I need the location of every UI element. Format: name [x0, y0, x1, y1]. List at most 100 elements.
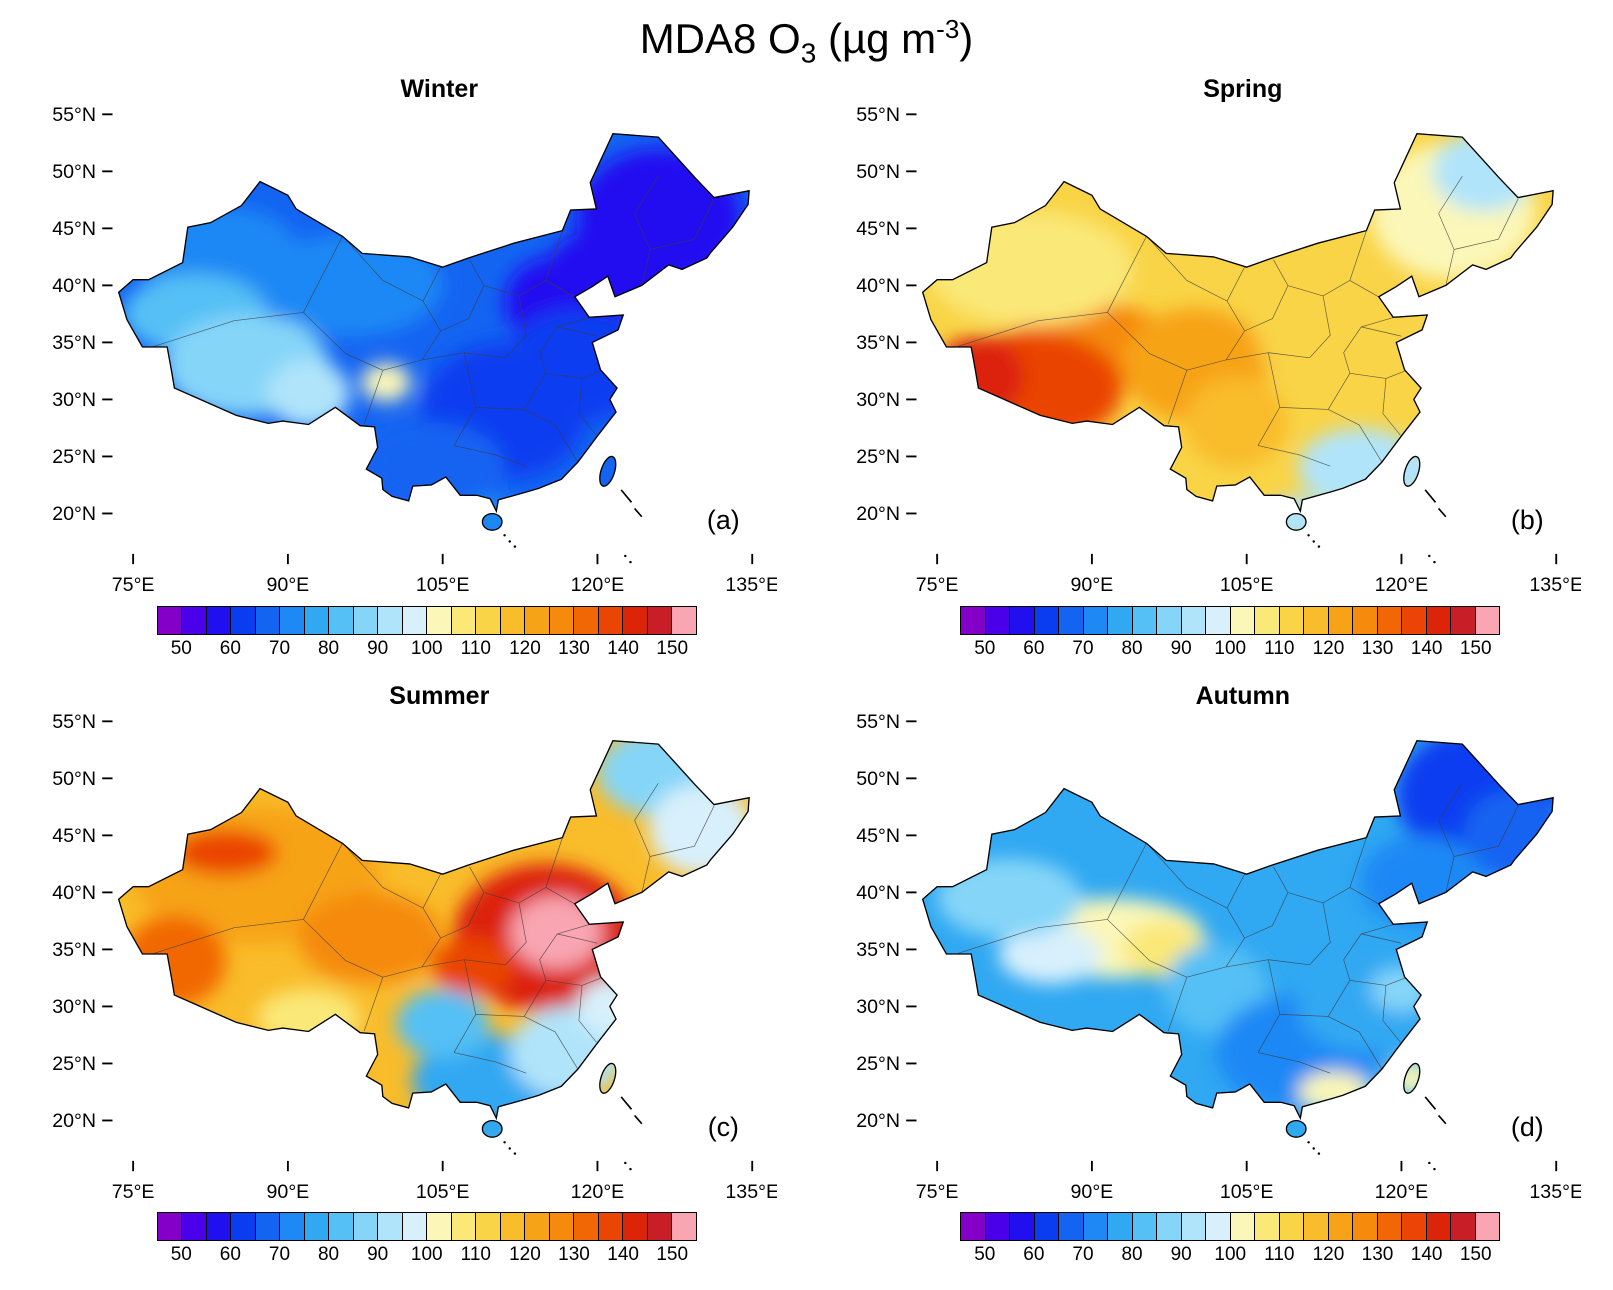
field-region: [1298, 1071, 1371, 1113]
lon-tick-label: 75°E: [916, 1181, 959, 1203]
lon-tick-label: 120°E: [1374, 574, 1428, 596]
lon-tick-label: 120°E: [571, 1181, 625, 1203]
colorbar-tick-label: 90: [1170, 1244, 1192, 1266]
colorbar-segment: [985, 606, 1011, 634]
lon-tick-label: 105°E: [1220, 574, 1274, 596]
colorbar-segment: [329, 606, 354, 634]
lat-tick-label: 30°N: [856, 390, 900, 412]
colorbar-tick-label: 140: [607, 1244, 639, 1266]
colorbar-segment: [1328, 606, 1354, 634]
field-region: [174, 829, 278, 876]
colorbar-segment: [1157, 1213, 1182, 1241]
colorbar-segment: [623, 1213, 648, 1241]
colorbar-autumn: 50 60 70 80 90 100 110 120 130 140 150: [960, 1212, 1501, 1270]
field-region: [509, 895, 603, 969]
colorbar-segment: [598, 606, 624, 634]
lat-tick-label: 20°N: [856, 1110, 900, 1132]
lon-tick-label: 75°E: [112, 1181, 155, 1203]
colorbar-segment: [549, 1213, 575, 1241]
colorbar-segment: [182, 606, 207, 634]
panel-letter-b: (b): [1511, 506, 1544, 536]
field-region: [1385, 448, 1438, 495]
colorbar-segment: [329, 1213, 354, 1241]
colorbar-segment: [574, 606, 599, 634]
colorbar-tick-label: 150: [1459, 637, 1492, 659]
colorbar-tick-label: 60: [219, 1244, 241, 1266]
colorbar-tick-label: 50: [170, 637, 192, 659]
colorbar-segment: [647, 1213, 673, 1241]
colorbar-segment: [1206, 606, 1231, 634]
colorbar-tick-label: 120: [509, 637, 541, 659]
colorbar-tick-label: 130: [1361, 637, 1394, 659]
lat-tick-label: 45°N: [52, 218, 96, 240]
panel-title-spring: Spring: [1203, 75, 1283, 104]
colorbar-segment: [1426, 1213, 1452, 1241]
colorbar-segment: [231, 606, 256, 634]
lat-tick-label: 30°N: [52, 390, 96, 412]
lat-tick-label: 20°N: [856, 504, 900, 526]
map-autumn: 55°N 50°N 45°N 40°N 35°N 30°N 25°N 20°N 75°E 90°E…: [856, 711, 1581, 1203]
colorbar-segment: [1402, 606, 1427, 634]
colorbar-segment: [1083, 606, 1109, 634]
colorbar-tick-label: 50: [170, 1244, 192, 1266]
panel-summer: Summer 55°N 50°N 45°N 40°N 35°N 30°N 25°N 20°N 7…: [12, 678, 798, 1280]
map-decorations: [1306, 489, 1447, 565]
colorbar-segment: [672, 1213, 696, 1241]
lat-tick-label: 35°N: [52, 939, 96, 961]
colorbar-segment: [985, 1213, 1011, 1241]
colorbar-segment: [1230, 1213, 1256, 1241]
colorbar-tick-label: 90: [367, 1244, 389, 1266]
panel-title-winter: Winter: [400, 75, 479, 104]
colorbar-segment: [280, 1213, 305, 1241]
colorbar-segment: [402, 1213, 428, 1241]
lat-tick-label: 35°N: [856, 939, 900, 961]
lat-tick-label: 50°N: [52, 161, 96, 183]
field-region: [649, 783, 750, 876]
map-decorations: [502, 1095, 643, 1172]
lat-tick-label: 25°N: [856, 1053, 900, 1075]
colorbar-segment: [255, 1213, 281, 1241]
colorbar-segment: [1108, 1213, 1133, 1241]
colorbar-tick-label: 140: [1410, 1244, 1443, 1266]
colorbar-segment: [182, 1213, 207, 1241]
colorbar-segment: [1304, 606, 1329, 634]
colorbar-gradient: [960, 605, 1501, 635]
colorbar-segment: [451, 1213, 477, 1241]
axis-ticks: 55°N 50°N 45°N 40°N 35°N 30°N 25°N 20°N 75°E 90°E…: [52, 104, 777, 596]
colorbar-segment: [451, 606, 477, 634]
colorbar-segment: [1451, 606, 1476, 634]
colorbar-segment: [476, 606, 501, 634]
colorbar-segment: [1475, 606, 1500, 634]
colorbar-segment: [427, 606, 452, 634]
colorbar-tick-label: 70: [268, 1244, 291, 1266]
lat-tick-label: 45°N: [52, 825, 96, 847]
colorbar-segment: [1108, 606, 1133, 634]
colorbar-segment: [574, 1213, 599, 1241]
colorbar-tick-label: 140: [1410, 637, 1443, 659]
colorbar-segment: [1377, 1213, 1403, 1241]
lat-tick-label: 45°N: [856, 825, 900, 847]
lat-tick-label: 50°N: [856, 768, 900, 790]
colorbar-tick-label: 100: [410, 1244, 443, 1266]
colorbar-segment: [353, 1213, 379, 1241]
colorbar-segment: [1255, 1213, 1280, 1241]
colorbar-segment: [1132, 1213, 1158, 1241]
colorbar-gradient: [960, 1212, 1501, 1242]
lat-tick-label: 35°N: [856, 333, 900, 355]
colorbar-segment: [1059, 1213, 1084, 1241]
map-spring: 55°N 50°N 45°N 40°N 35°N 30°N 25°N 20°N 75°E 90°E…: [856, 104, 1581, 596]
colorbar-tick-label: 130: [558, 1244, 590, 1266]
map-summer: 55°N 50°N 45°N 40°N 35°N 30°N 25°N 20°N 75°E 90°E…: [52, 711, 777, 1203]
lon-tick-label: 105°E: [416, 1181, 470, 1203]
lat-tick-label: 25°N: [52, 447, 96, 469]
lat-tick-label: 35°N: [52, 333, 96, 355]
colorbar-tick-label: 100: [1214, 637, 1247, 659]
colorbar-tick-label: 110: [1264, 637, 1295, 659]
lat-tick-label: 55°N: [52, 711, 96, 733]
field-region: [360, 422, 505, 514]
field-region: [432, 937, 516, 995]
colorbar-segment: [1181, 1213, 1207, 1241]
colorbar-tick-label: 110: [460, 1244, 491, 1266]
colorbar-segment: [402, 606, 428, 634]
